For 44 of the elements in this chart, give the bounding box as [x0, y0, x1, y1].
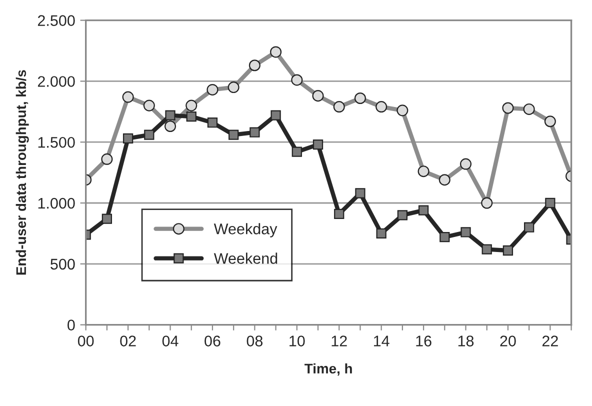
point	[440, 232, 450, 242]
point	[144, 130, 154, 140]
y-tick-label: 2.500	[38, 15, 75, 26]
point	[122, 133, 134, 144]
point	[418, 205, 429, 216]
x-tick-label: 20	[500, 336, 516, 346]
y-axis-title: End-user data throughput, kb/s	[16, 70, 29, 275]
x-tick-label: 16	[416, 336, 432, 346]
point	[376, 228, 386, 239]
point	[482, 244, 492, 254]
point	[397, 210, 408, 220]
point	[250, 127, 260, 138]
point	[207, 118, 218, 128]
point	[460, 227, 471, 238]
point	[228, 130, 239, 140]
x-tick-label: 02	[120, 336, 136, 346]
x-axis-title: Time, h	[304, 363, 352, 376]
y-tick-label: 2.000	[38, 76, 75, 87]
y-tick-label: 500	[50, 258, 75, 270]
x-tick-label: 10	[290, 336, 305, 346]
y-tick-label: 1.500	[38, 136, 75, 148]
point	[165, 110, 176, 120]
y-tick-label: 1.000	[38, 198, 75, 209]
legend-label: Weekday	[214, 223, 278, 238]
x-tick-label: 14	[374, 336, 390, 346]
point	[545, 198, 556, 208]
x-tick-label: 08	[246, 336, 263, 346]
x-tick-label: 18	[458, 336, 474, 346]
legend-label: Weekend	[214, 252, 278, 264]
point	[186, 111, 196, 122]
point	[292, 146, 302, 157]
x-tick-label: 22	[542, 336, 558, 346]
point	[334, 208, 344, 220]
point	[102, 214, 112, 224]
point	[270, 110, 281, 120]
point	[312, 139, 324, 150]
point	[355, 188, 366, 198]
x-tick-label: 12	[332, 336, 347, 346]
x-tick-label: 00	[78, 336, 94, 346]
point	[502, 245, 514, 256]
point	[524, 222, 534, 232]
x-tick-label: 06	[204, 336, 220, 346]
x-tick-label: 04	[162, 336, 178, 346]
y-tick-label: 0	[68, 320, 75, 330]
